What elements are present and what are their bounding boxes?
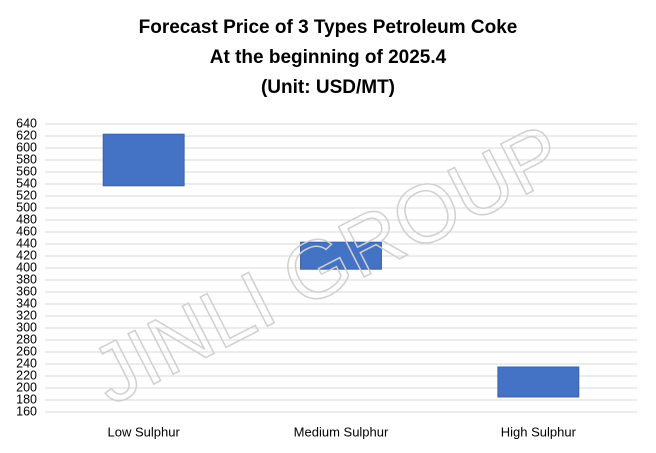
y-tick-label: 580: [16, 152, 37, 166]
y-tick-label: 360: [16, 284, 37, 298]
y-tick-label: 520: [16, 188, 37, 202]
y-tick-label: 260: [16, 344, 37, 358]
y-tick-label: 340: [16, 296, 37, 310]
y-tick-label: 480: [16, 212, 37, 226]
y-tick-label: 640: [16, 116, 37, 130]
y-tick-label: 220: [16, 368, 37, 382]
y-tick-label: 180: [16, 392, 37, 406]
y-tick-label: 600: [16, 140, 37, 154]
y-tick-label: 540: [16, 176, 37, 190]
x-tick-label: Low Sulphur: [108, 424, 181, 439]
chart-title: (Unit: USD/MT): [261, 77, 395, 98]
y-tick-label: 560: [16, 164, 37, 178]
y-tick-label: 320: [16, 308, 37, 322]
x-tick-label: Medium Sulphur: [294, 424, 389, 439]
y-tick-label: 400: [16, 260, 37, 274]
chart-title: At the beginning of 2025.4: [210, 47, 447, 68]
bar: [497, 366, 580, 398]
y-tick-label: 500: [16, 200, 37, 214]
bar: [300, 241, 382, 270]
y-tick-label: 460: [16, 224, 37, 238]
y-tick-label: 440: [16, 236, 37, 250]
bar: [102, 133, 185, 187]
y-tick-label: 160: [16, 404, 37, 418]
y-tick-label: 620: [16, 128, 37, 142]
y-tick-label: 200: [16, 380, 37, 394]
y-tick-label: 300: [16, 320, 37, 334]
y-tick-label: 240: [16, 356, 37, 370]
y-tick-label: 280: [16, 332, 37, 346]
y-tick-label: 420: [16, 248, 37, 262]
chart-title: Forecast Price of 3 Types Petroleum Coke: [139, 17, 518, 38]
y-tick-label: 380: [16, 272, 37, 286]
x-tick-label: High Sulphur: [501, 424, 577, 439]
